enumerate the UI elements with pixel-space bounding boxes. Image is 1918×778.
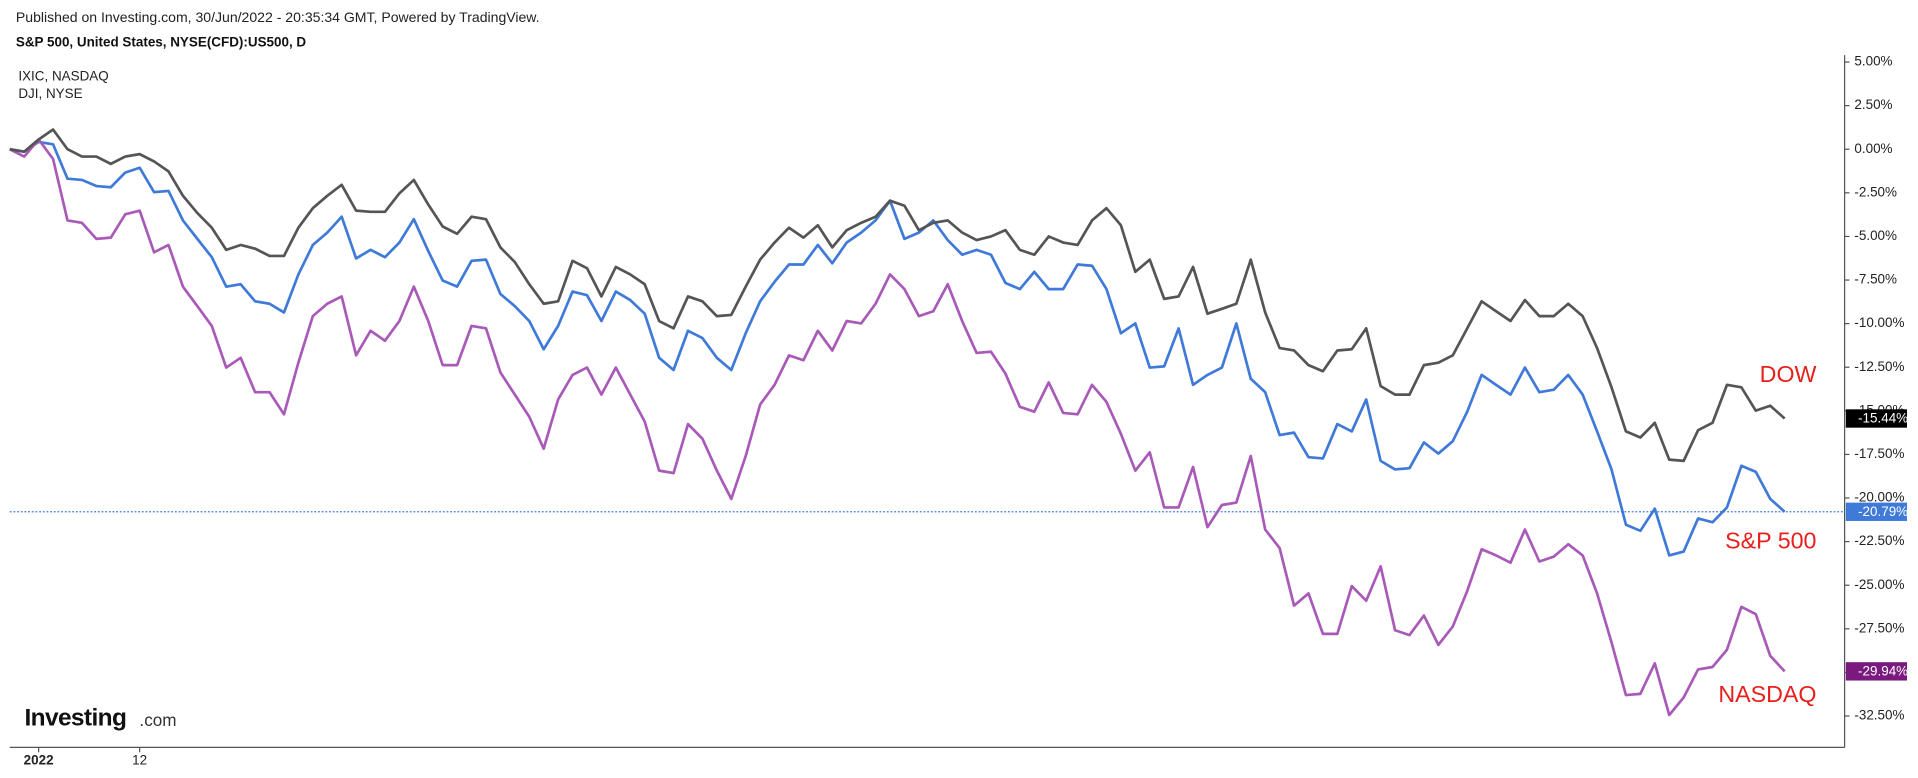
y-tick-label: -12.50% <box>1854 359 1904 374</box>
legend-entry: S&P 500, United States, NYSE(CFD):US500,… <box>16 34 307 49</box>
y-tick-label: -10.00% <box>1854 315 1904 330</box>
legend-entry: IXIC, NASDAQ <box>18 69 108 84</box>
y-tick-label: 5.00% <box>1854 54 1892 69</box>
y-tick-label: -17.50% <box>1854 446 1904 461</box>
annotation: NASDAQ <box>1718 681 1816 707</box>
end-label-box <box>1845 409 1907 428</box>
y-tick-label: -27.50% <box>1854 620 1904 635</box>
y-tick-label: -25.00% <box>1854 577 1904 592</box>
y-tick-label: -20.00% <box>1854 490 1904 505</box>
y-tick-label: 2.50% <box>1854 97 1892 112</box>
y-tick-label: -32.50% <box>1854 708 1904 723</box>
end-label: -29.94% <box>1858 664 1908 679</box>
annotation: DOW <box>1760 361 1817 387</box>
logo-suffix: .com <box>139 711 176 730</box>
logo-brand: Investing <box>24 705 126 732</box>
y-tick-label: -2.50% <box>1854 184 1897 199</box>
x-tick-label: 2022 <box>24 752 54 767</box>
series-line <box>9 128 1786 463</box>
y-tick-label: 0.00% <box>1854 141 1892 156</box>
end-label: -20.79% <box>1858 504 1908 519</box>
end-label: -15.44% <box>1858 411 1908 426</box>
x-tick-label: 12 <box>132 752 147 767</box>
y-tick-label: -7.50% <box>1854 272 1897 287</box>
y-tick-label: -5.00% <box>1854 228 1897 243</box>
end-label-box <box>1845 662 1907 681</box>
end-label-box <box>1845 502 1907 521</box>
chart-title: Published on Investing.com, 30/Jun/2022 … <box>16 9 540 25</box>
y-tick-label: -22.50% <box>1854 533 1904 548</box>
legend-entry: DJI, NYSE <box>18 86 82 101</box>
series-line <box>9 140 1786 557</box>
series-line <box>9 138 1786 717</box>
annotation: S&P 500 <box>1725 528 1816 554</box>
